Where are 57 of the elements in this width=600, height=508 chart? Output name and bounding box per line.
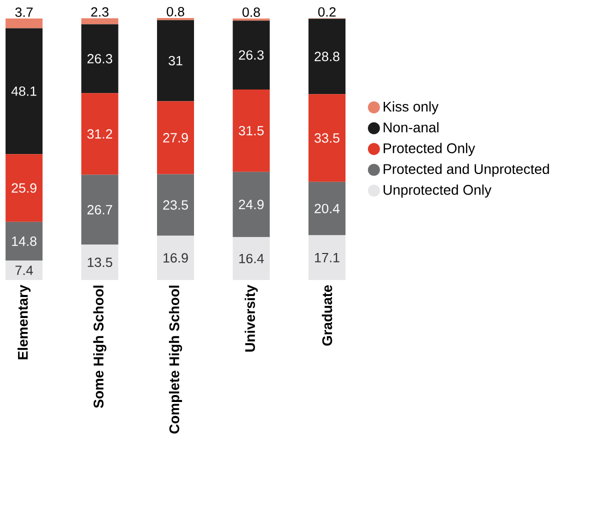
data-label: 26.7 xyxy=(87,205,112,214)
bar xyxy=(6,18,43,28)
data-label: 23.5 xyxy=(163,200,188,210)
bar xyxy=(157,20,194,102)
bar xyxy=(232,20,270,90)
legend-label: Non-anal xyxy=(384,122,438,132)
legend-label: Protected Only xyxy=(384,142,476,156)
bar xyxy=(232,89,270,172)
data-label: 0.8 xyxy=(242,7,260,17)
data-label: 31.5 xyxy=(238,126,264,136)
legend-label: Kiss only xyxy=(384,101,439,114)
legend-label: Unprotected Only xyxy=(384,184,492,198)
data-label: 26.3 xyxy=(87,54,112,64)
bar xyxy=(157,236,194,280)
data-label: 33.5 xyxy=(314,133,340,143)
data-label: 16.9 xyxy=(164,253,188,263)
bar xyxy=(6,154,43,222)
x-tick-label: Elementary xyxy=(18,284,31,360)
data-label: 7.4 xyxy=(15,266,33,275)
bar xyxy=(6,222,43,261)
bar xyxy=(81,18,118,24)
bar xyxy=(6,28,43,154)
data-label: 17.1 xyxy=(315,253,340,262)
bar xyxy=(81,174,118,245)
bar xyxy=(308,235,346,280)
bar xyxy=(6,260,43,280)
data-label: 2.3 xyxy=(91,7,108,17)
data-label: 3.7 xyxy=(15,7,33,17)
bar xyxy=(157,101,194,174)
data-label: 13.5 xyxy=(88,258,112,268)
data-label: 28.8 xyxy=(314,52,340,62)
bar xyxy=(81,24,118,94)
bar xyxy=(81,244,118,280)
x-tick-label: University xyxy=(244,284,258,352)
data-label: 24.9 xyxy=(238,200,264,210)
bar xyxy=(308,94,346,182)
bar xyxy=(308,182,346,236)
data-label: 27.9 xyxy=(163,133,188,142)
x-tick-label: Some High School xyxy=(93,286,106,408)
bar xyxy=(81,93,118,175)
data-label: 48.1 xyxy=(11,86,36,96)
x-tick-label: Complete High School xyxy=(168,286,182,434)
data-label: 20.4 xyxy=(314,204,340,214)
x-tick-label: Graduate xyxy=(322,285,332,346)
data-label: 16.4 xyxy=(239,254,264,264)
bar xyxy=(308,18,346,94)
data-label: 26.3 xyxy=(238,50,264,60)
legend-label: Protected and Unprotected xyxy=(384,164,549,177)
data-label: 14.8 xyxy=(12,236,36,246)
bar xyxy=(157,174,194,236)
data-label: 25.9 xyxy=(12,183,36,193)
data-label: 31.2 xyxy=(87,129,112,139)
bar xyxy=(232,237,270,280)
data-label: 0.8 xyxy=(166,6,184,16)
data-label: 31 xyxy=(168,56,182,66)
data-label: 0.2 xyxy=(318,7,336,17)
bar xyxy=(232,172,270,238)
